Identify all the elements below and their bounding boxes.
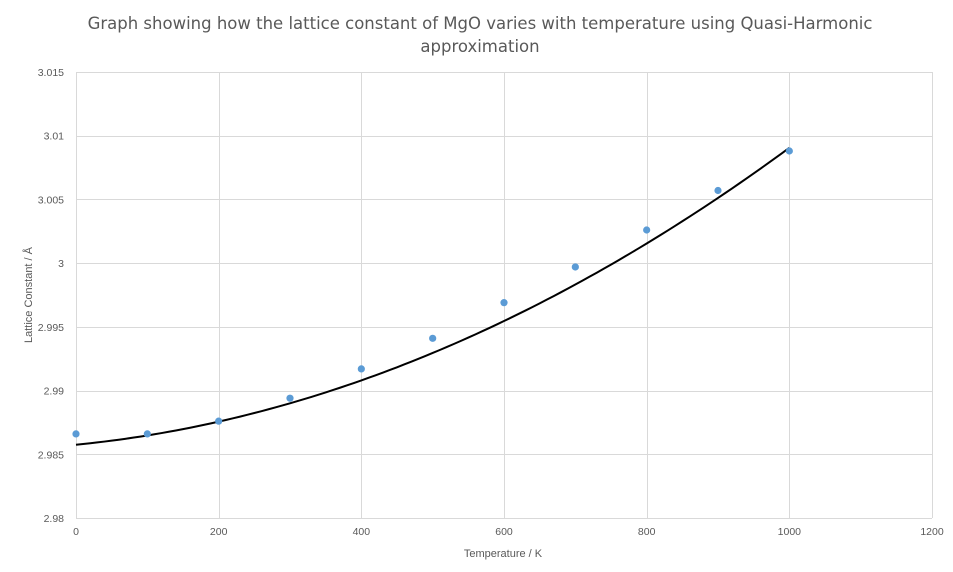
data-point — [357, 365, 365, 373]
y-tick-label: 2.99 — [44, 386, 65, 398]
data-point — [714, 186, 722, 195]
y-tick-label: 2.985 — [38, 449, 64, 461]
x-tick-label: 600 — [495, 526, 513, 538]
trendline-group — [75, 147, 790, 446]
data-point — [429, 334, 437, 342]
x-tick-label: 200 — [210, 526, 228, 538]
y-tick-label: 2.995 — [38, 322, 64, 334]
y-tick-label: 3 — [58, 258, 64, 270]
y-tick-label: 3.015 — [38, 67, 64, 79]
y-axis-title: Lattice Constant / Å — [22, 246, 35, 343]
data-point — [215, 417, 223, 425]
data-point — [500, 299, 508, 307]
y-tick-label: 3.01 — [44, 131, 65, 143]
trendline — [75, 147, 790, 446]
data-point — [571, 263, 579, 271]
x-tick-label: 1200 — [920, 526, 944, 538]
x-tick-label: 800 — [638, 526, 656, 538]
tick-labels: 0 200 400 600 800 1000 1200 2.98 2.985 2.99 2.995 3… — [38, 67, 944, 538]
data-points — [72, 147, 793, 438]
x-tick-label: 1000 — [778, 526, 802, 538]
y-tick-label: 3.005 — [38, 194, 64, 206]
gridlines — [76, 72, 933, 519]
chart-title-line-1: Graph showing how the lattice constant o… — [88, 14, 873, 33]
chart-titles: Graph showing how the lattice constant o… — [22, 14, 872, 560]
chart-title-line-2: approximation — [420, 37, 539, 56]
x-tick-label: 0 — [73, 526, 79, 538]
data-point — [286, 394, 294, 402]
x-axis-title: Temperature / K — [464, 548, 543, 560]
data-point — [143, 430, 151, 438]
data-point — [72, 430, 80, 438]
data-point — [785, 147, 793, 155]
data-point — [643, 226, 651, 234]
y-tick-label: 2.98 — [44, 513, 65, 525]
x-tick-label: 400 — [353, 526, 371, 538]
